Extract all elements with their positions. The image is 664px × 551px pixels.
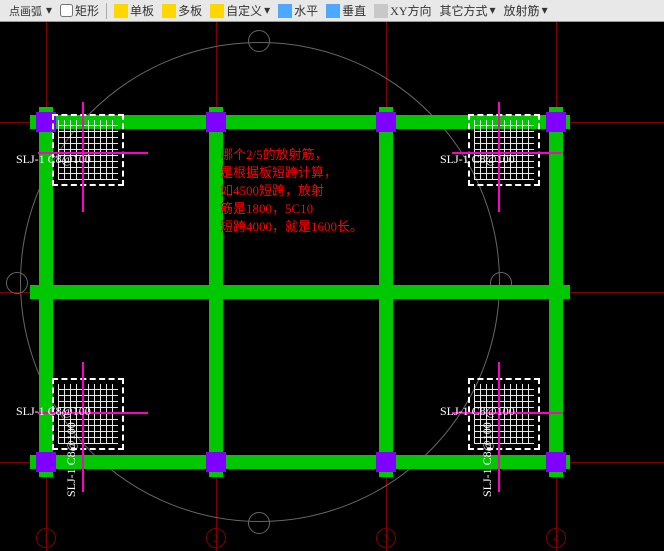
quad-circle [248, 512, 270, 534]
column [376, 452, 396, 472]
drawing-canvas[interactable]: 哪个2/5的放射筋， 是根据板短跨计算， 如4500短跨，放射 筋是1800，5… [0, 22, 664, 551]
annotation: 哪个2/5的放射筋， 是根据板短跨计算， 如4500短跨，放射 筋是1800，5… [220, 146, 363, 236]
beam [30, 285, 570, 299]
arc-label: 点画弧 [7, 3, 44, 19]
annot-line: 短跨4000，就是1600长。 [220, 218, 363, 236]
slab-label: SLJ-1 C8@100 [440, 404, 515, 419]
other-label: 其它方式 [440, 2, 488, 19]
axis-bubble: 2 [206, 528, 226, 548]
xy-label: XY方向 [390, 2, 431, 19]
column [206, 452, 226, 472]
custom-tool[interactable]: 自定义 ▾ [207, 2, 273, 20]
column [546, 452, 566, 472]
multi-label: 多板 [178, 2, 202, 19]
horiz-tool[interactable]: 水平 [275, 2, 321, 20]
slab-label: SLJ-1 C8@100 [16, 152, 91, 167]
column [36, 452, 56, 472]
horiz-icon [278, 4, 292, 18]
single-label: 单板 [130, 2, 154, 19]
rebar-v [498, 362, 500, 492]
other-tool[interactable]: 其它方式 ▾ [437, 2, 499, 20]
column [376, 112, 396, 132]
multi-icon [162, 4, 176, 18]
slab-label-v: SLJ-1 C8@100 [64, 422, 79, 497]
custom-icon [210, 4, 224, 18]
radial-label: 放射筋 [504, 2, 540, 19]
separator [106, 3, 107, 19]
beam [379, 107, 393, 477]
arc-tool[interactable]: 点画弧 ▾ [4, 2, 55, 20]
rect-label: 矩形 [75, 2, 99, 19]
rect-check[interactable] [60, 4, 73, 17]
xy-icon [374, 4, 388, 18]
board-icon [114, 4, 128, 18]
radial-tool[interactable]: 放射筋 ▾ [501, 2, 551, 20]
rebar-zone [468, 114, 540, 186]
chevron-down-icon: ▾ [264, 3, 270, 18]
annot-line: 筋是1800，5C10 [220, 200, 363, 218]
annot-line: 如4500短跨，放射 [220, 182, 363, 200]
column [546, 112, 566, 132]
vert-label: 垂直 [342, 2, 366, 19]
toolbar: 点画弧 ▾ 矩形 单板 多板 自定义 ▾ 水平 垂直 XY方向 其它方式 ▾ 放… [0, 0, 664, 22]
xy-tool[interactable]: XY方向 [371, 2, 434, 20]
single-board[interactable]: 单板 [111, 2, 157, 20]
annot-line: 哪个2/5的放射筋， [220, 146, 363, 164]
multi-board[interactable]: 多板 [159, 2, 205, 20]
axis-bubble: 3 [376, 528, 396, 548]
chevron-down-icon: ▾ [542, 3, 548, 18]
slab-label-v: SLJ-1 C8@100 [480, 422, 495, 497]
beam [549, 107, 563, 477]
chevron-down-icon: ▾ [46, 3, 52, 18]
quad-circle [248, 30, 270, 52]
quad-circle [6, 272, 28, 294]
axis-bubble: 1 [36, 528, 56, 548]
slab-label: SLJ-1 C8@100 [440, 152, 515, 167]
annot-line: 是根据板短跨计算， [220, 164, 363, 182]
vert-tool[interactable]: 垂直 [323, 2, 369, 20]
custom-label: 自定义 [226, 2, 262, 19]
column [206, 112, 226, 132]
axis-bubble: 4 [546, 528, 566, 548]
horiz-label: 水平 [294, 2, 318, 19]
rebar-v [82, 362, 84, 492]
vert-icon [326, 4, 340, 18]
chevron-down-icon: ▾ [490, 3, 496, 18]
rebar-zone [52, 114, 124, 186]
rect-tool[interactable]: 矩形 [57, 2, 102, 20]
slab-label: SLJ-1 C8@100 [16, 404, 91, 419]
